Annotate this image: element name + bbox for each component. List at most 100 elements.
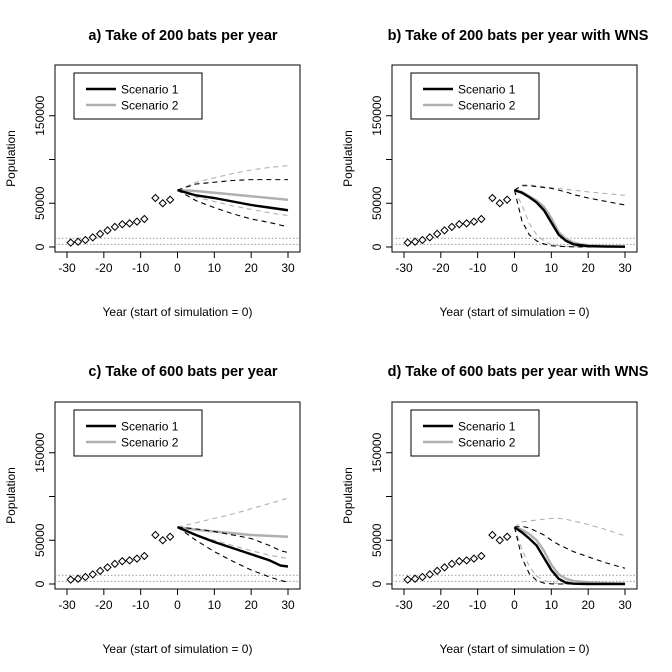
legend-box	[73, 72, 203, 120]
observed-point	[477, 214, 486, 224]
observed-point	[469, 554, 479, 563]
observed-point	[425, 233, 434, 242]
y-tick-label: 50000	[33, 523, 47, 557]
y-tick-label: 0	[33, 243, 47, 250]
series-2-upper-bound	[514, 184, 626, 196]
series-2-mean-line	[177, 188, 289, 201]
observed-point	[158, 199, 167, 208]
series-2-lower-bound	[514, 189, 625, 248]
observed-point	[140, 551, 149, 561]
observed-point	[88, 233, 97, 242]
x-tick-label: -10	[469, 261, 487, 275]
series-1-mean-line	[177, 526, 289, 568]
observed-point	[118, 220, 127, 229]
observed-point	[502, 532, 512, 541]
series-1-upper-bound	[514, 185, 626, 206]
observed-point	[103, 226, 112, 235]
y-tick-label: 50000	[370, 523, 384, 557]
observed-point	[81, 572, 90, 582]
observed-point	[151, 530, 160, 540]
observed-point	[88, 570, 97, 579]
x-axis-label: Year (start of simulation = 0)	[440, 305, 590, 319]
observed-point	[118, 557, 127, 566]
series-2-upper-bound	[177, 165, 289, 191]
observed-point	[81, 235, 90, 245]
x-tick-label: 30	[281, 598, 295, 612]
observed-point	[440, 563, 449, 572]
legend-box	[410, 409, 540, 457]
observed-point	[403, 575, 412, 584]
observed-point	[469, 217, 479, 226]
series-2-upper-bound	[514, 517, 626, 537]
panel-3: c) Take of 600 bats per year -30 -20 -10 0 10…	[4, 364, 301, 656]
observed-point	[403, 238, 412, 247]
observed-point	[440, 226, 449, 235]
legend-label: Scenario 1	[458, 420, 516, 434]
observed-point	[73, 574, 83, 583]
series-2-lower-bound	[177, 526, 289, 560]
observed-point	[110, 559, 120, 569]
observed-point	[66, 575, 75, 584]
panel-4: d) Take of 600 bats per year with WNS -30…	[341, 364, 649, 656]
panel-1: a) Take of 200 bats per year -30 -20 -10 0 10…	[4, 28, 301, 319]
observed-point	[495, 536, 504, 545]
observed-point	[132, 554, 142, 563]
legend-label: Scenario 2	[458, 436, 516, 450]
y-tick-label: 150000	[33, 432, 47, 472]
chart-title: a) Take of 200 bats per year	[88, 28, 277, 44]
x-tick-label: 0	[511, 598, 518, 612]
observed-point	[495, 199, 504, 208]
x-tick-label: 20	[581, 598, 595, 612]
observed-point	[125, 219, 134, 228]
x-tick-label: -30	[395, 261, 413, 275]
y-axis-label: Population	[4, 467, 18, 524]
x-tick-label: -10	[132, 261, 150, 275]
observed-point	[425, 570, 434, 579]
y-tick-label: 0	[370, 580, 384, 587]
series-2-mean-line	[514, 525, 626, 585]
x-tick-label: 30	[618, 598, 632, 612]
x-axis-label: Year (start of simulation = 0)	[103, 642, 253, 656]
observed-point	[432, 566, 442, 576]
series-1-mean-line	[177, 188, 289, 212]
series-1-upper-bound	[177, 526, 289, 554]
observed-point	[477, 551, 486, 561]
x-tick-label: 20	[244, 598, 258, 612]
x-tick-label: -20	[432, 261, 450, 275]
chart-title: b) Take of 200 bats per year with WNS	[388, 28, 649, 44]
observed-point	[95, 566, 105, 576]
observed-point	[502, 195, 512, 204]
series-2-lower-bound	[177, 189, 289, 217]
observed-point	[432, 229, 442, 239]
observed-point	[410, 574, 420, 583]
legend-label: Scenario 1	[458, 83, 516, 97]
y-tick-label: 50000	[370, 186, 384, 220]
x-tick-label: -30	[58, 598, 76, 612]
observed-point	[165, 195, 175, 204]
legend-box	[73, 409, 203, 457]
observed-point	[447, 559, 457, 569]
x-tick-label: -30	[395, 598, 413, 612]
observed-point	[125, 556, 134, 565]
observed-point	[418, 235, 427, 245]
panel-2: b) Take of 200 bats per year with WNS -30…	[341, 28, 649, 319]
observed-point	[158, 536, 167, 545]
x-tick-label: -20	[432, 598, 450, 612]
observed-point	[410, 237, 420, 246]
observed-point	[455, 557, 464, 566]
observed-point	[103, 563, 112, 572]
observed-point	[418, 572, 427, 582]
observed-point	[66, 238, 75, 247]
x-tick-label: 10	[208, 598, 222, 612]
x-tick-label: 20	[581, 261, 595, 275]
y-tick-label: 50000	[33, 186, 47, 220]
observed-point	[462, 556, 471, 565]
observed-point	[73, 237, 83, 246]
observed-point	[140, 214, 149, 224]
series-1-lower-bound	[177, 189, 289, 228]
legend-label: Scenario 2	[121, 99, 179, 113]
observed-point	[488, 193, 497, 203]
x-tick-label: 20	[244, 261, 258, 275]
x-tick-label: 10	[208, 261, 222, 275]
